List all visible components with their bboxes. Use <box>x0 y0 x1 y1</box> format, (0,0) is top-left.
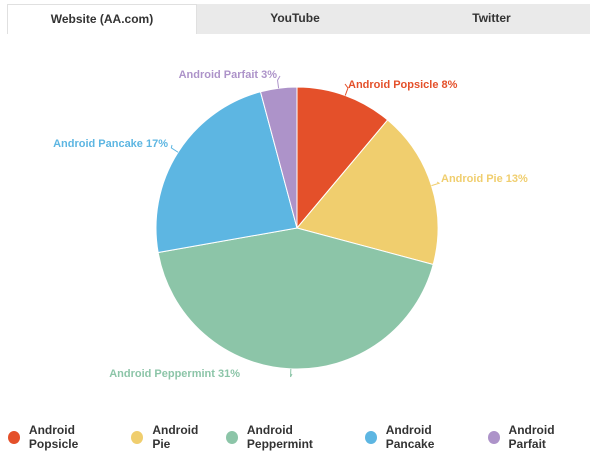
legend-label-android-parfait: Android Parfait <box>508 423 555 451</box>
legend-swatch-android-pancake <box>364 430 377 444</box>
legend-item-android-pancake[interactable]: Android Pancake <box>364 423 476 451</box>
legend-swatch-android-parfait <box>487 430 500 444</box>
legend-swatch-android-pie <box>131 430 144 444</box>
tab-twitter[interactable]: Twitter <box>472 11 511 25</box>
legend-label-android-pie: Android Pie <box>152 423 199 451</box>
leader-line-android-pancake <box>170 144 179 153</box>
leader-line-android-parfait <box>277 75 281 89</box>
legend-item-android-popsicle[interactable]: Android Popsicle <box>8 423 119 451</box>
legend-item-android-pie[interactable]: Android Pie <box>131 423 214 451</box>
legend-swatch-android-peppermint <box>225 430 238 444</box>
data-label-android-parfait: Android Parfait 3% <box>179 69 278 81</box>
legend: Android Popsicle Android Pie Android Pep… <box>8 423 600 451</box>
data-label-android-peppermint: Android Peppermint 31% <box>109 368 240 380</box>
legend-label-android-peppermint: Android Peppermint <box>246 423 313 451</box>
tab-bar: Website (AA.com) YouTube Twitter <box>7 4 590 34</box>
leader-line-android-peppermint <box>290 368 293 378</box>
leader-line-android-popsicle <box>344 83 349 96</box>
legend-item-android-parfait[interactable]: Android Parfait <box>487 423 588 451</box>
data-label-android-pancake: Android Pancake 17% <box>53 138 168 150</box>
pie-slice-android-peppermint[interactable] <box>157 227 434 370</box>
legend-item-android-peppermint[interactable]: Android Peppermint <box>225 423 353 451</box>
pie-slice-android-pie[interactable] <box>296 119 439 266</box>
legend-label-android-pancake: Android Pancake <box>385 423 435 451</box>
pie-slice-android-parfait[interactable] <box>259 86 298 229</box>
pie-slice-android-popsicle[interactable] <box>296 86 389 230</box>
pie-slice-android-pancake[interactable] <box>155 91 298 254</box>
leader-line-android-pie <box>431 181 441 187</box>
legend-swatch-android-popsicle <box>8 430 20 444</box>
legend-label-android-popsicle: Android Popsicle <box>28 423 79 451</box>
data-label-android-popsicle: Android Popsicle 8% <box>348 79 458 91</box>
data-label-android-pie: Android Pie 13% <box>441 173 528 185</box>
pie-chart: Android Popsicle 8% Android Pie 13% Androi… <box>53 69 528 380</box>
tab-website[interactable]: Website (AA.com) <box>7 4 197 34</box>
tab-youtube[interactable]: YouTube <box>270 11 320 25</box>
